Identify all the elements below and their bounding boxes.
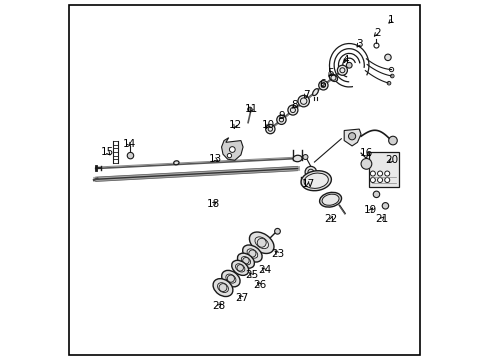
Text: 8: 8 — [291, 100, 297, 111]
Ellipse shape — [304, 173, 327, 188]
Text: 10: 10 — [261, 121, 274, 130]
Ellipse shape — [225, 274, 235, 283]
Ellipse shape — [322, 194, 338, 205]
Text: 20: 20 — [384, 155, 397, 165]
FancyBboxPatch shape — [368, 152, 398, 187]
Circle shape — [360, 158, 371, 169]
Text: 6: 6 — [319, 79, 325, 89]
Ellipse shape — [301, 171, 331, 191]
Circle shape — [369, 177, 375, 183]
Circle shape — [257, 238, 265, 247]
Text: 5: 5 — [326, 68, 333, 78]
Ellipse shape — [249, 232, 273, 253]
Text: 1: 1 — [387, 15, 394, 26]
Circle shape — [318, 81, 327, 90]
Ellipse shape — [328, 74, 337, 81]
Text: 26: 26 — [253, 280, 266, 290]
Text: 27: 27 — [235, 293, 248, 303]
Text: 4: 4 — [342, 55, 348, 65]
Circle shape — [219, 284, 226, 292]
Text: 19: 19 — [364, 206, 377, 216]
Ellipse shape — [237, 253, 254, 268]
Ellipse shape — [231, 260, 248, 275]
Text: 7: 7 — [302, 90, 309, 100]
Text: 16: 16 — [359, 148, 372, 158]
Ellipse shape — [217, 283, 228, 292]
Circle shape — [229, 147, 235, 152]
Ellipse shape — [242, 245, 262, 262]
Circle shape — [382, 203, 388, 209]
Circle shape — [127, 152, 133, 159]
Circle shape — [369, 171, 375, 176]
Text: 13: 13 — [208, 154, 221, 164]
Circle shape — [237, 265, 243, 271]
Circle shape — [265, 125, 274, 134]
Text: 23: 23 — [270, 248, 284, 258]
Ellipse shape — [312, 89, 318, 96]
Ellipse shape — [319, 192, 341, 207]
Circle shape — [377, 177, 382, 183]
Text: 22: 22 — [324, 215, 337, 224]
Circle shape — [227, 275, 234, 282]
Circle shape — [346, 62, 351, 68]
Circle shape — [276, 115, 285, 125]
Text: 18: 18 — [206, 199, 219, 210]
Circle shape — [303, 154, 307, 159]
Circle shape — [384, 177, 389, 183]
Circle shape — [274, 228, 280, 234]
Text: 21: 21 — [374, 215, 387, 224]
Circle shape — [377, 171, 382, 176]
Text: 28: 28 — [212, 301, 225, 311]
Circle shape — [242, 257, 249, 264]
Ellipse shape — [241, 257, 250, 265]
Circle shape — [297, 95, 309, 107]
Ellipse shape — [292, 155, 302, 162]
Text: 12: 12 — [228, 121, 241, 130]
Circle shape — [384, 54, 390, 60]
Circle shape — [337, 65, 346, 75]
Ellipse shape — [221, 270, 240, 287]
Text: 24: 24 — [258, 265, 271, 275]
Circle shape — [227, 153, 231, 158]
Circle shape — [247, 107, 251, 112]
Circle shape — [287, 105, 297, 115]
Ellipse shape — [246, 249, 257, 258]
Text: 3: 3 — [355, 39, 362, 49]
Ellipse shape — [173, 161, 179, 165]
Text: 15: 15 — [101, 147, 114, 157]
Text: 9: 9 — [278, 111, 284, 121]
Polygon shape — [221, 138, 243, 160]
Circle shape — [372, 191, 379, 198]
Ellipse shape — [213, 279, 232, 297]
Circle shape — [388, 136, 396, 145]
Text: 2: 2 — [373, 28, 380, 38]
Circle shape — [305, 166, 316, 178]
Circle shape — [348, 133, 355, 140]
Ellipse shape — [254, 237, 268, 249]
Text: 14: 14 — [122, 139, 135, 149]
Circle shape — [384, 171, 389, 176]
Polygon shape — [344, 129, 360, 146]
Text: 17: 17 — [301, 179, 314, 189]
Text: 25: 25 — [244, 270, 258, 280]
Text: 11: 11 — [244, 104, 258, 114]
Circle shape — [248, 250, 255, 257]
Ellipse shape — [235, 264, 244, 272]
